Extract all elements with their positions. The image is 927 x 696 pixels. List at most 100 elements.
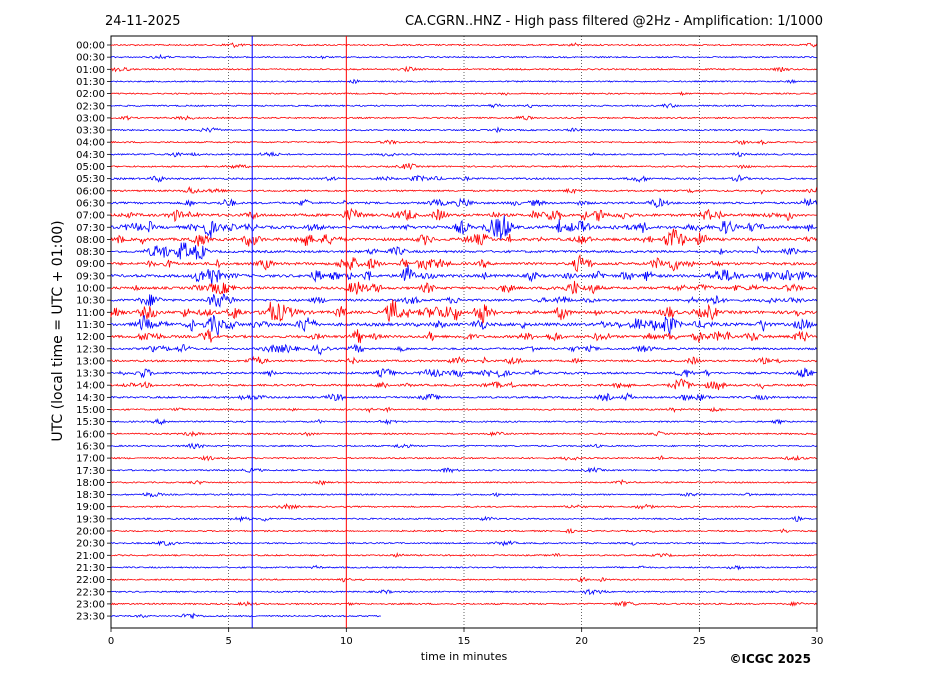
y-tick-label: 11:00 <box>76 308 105 319</box>
y-tick-label: 03:00 <box>76 113 105 124</box>
y-tick-label: 21:30 <box>76 563 105 574</box>
y-tick-label: 13:30 <box>76 369 105 380</box>
x-tick-label: 10 <box>340 636 353 647</box>
trace-row <box>110 454 817 462</box>
trace-row <box>110 186 817 195</box>
y-tick-label: 00:30 <box>76 53 105 64</box>
y-tick-label: 03:30 <box>76 126 105 137</box>
chart-title: CA.CGRN..HNZ - High pass filtered @2Hz -… <box>405 14 823 29</box>
trace-row <box>110 314 817 336</box>
y-tick-label: 14:30 <box>76 393 105 404</box>
trace-row <box>110 115 817 121</box>
trace-row <box>110 65 817 73</box>
y-tick-label: 10:30 <box>76 296 105 307</box>
y-tick-label: 02:30 <box>76 101 105 112</box>
y-tick-label: 23:30 <box>76 612 105 623</box>
trace-row <box>110 90 817 97</box>
y-tick-label: 16:30 <box>76 441 105 452</box>
trace-row <box>110 564 817 571</box>
trace-row <box>110 264 817 286</box>
trace-row <box>110 299 817 325</box>
y-tick-label: 08:00 <box>76 235 105 246</box>
y-tick-label: 15:00 <box>76 405 105 416</box>
y-tick-label: 20:30 <box>76 539 105 550</box>
trace-row <box>110 378 817 391</box>
trace-row <box>110 612 382 619</box>
y-tick-label: 08:30 <box>76 247 105 258</box>
date-label: 24-11-2025 <box>105 14 181 29</box>
y-tick-label: 15:30 <box>76 417 105 428</box>
y-tick-label: 19:30 <box>76 514 105 525</box>
trace-row <box>110 163 817 171</box>
y-tick-label: 09:30 <box>76 271 105 282</box>
trace-row <box>110 242 817 260</box>
marker-lines <box>251 36 347 628</box>
y-tick-label: 00:00 <box>76 41 105 52</box>
trace-row <box>110 539 817 547</box>
y-tick-label: 04:00 <box>76 138 105 149</box>
x-tick-label: 25 <box>693 636 706 647</box>
trace-row <box>110 406 817 414</box>
trace-row <box>110 343 817 356</box>
trace-row <box>110 151 817 158</box>
trace-row <box>110 478 817 486</box>
y-tick-label: 16:00 <box>76 429 105 440</box>
y-tick-label: 14:00 <box>76 381 105 392</box>
trace-row <box>110 417 817 426</box>
copyright-label: ©ICGC 2025 <box>729 652 811 666</box>
trace-row <box>110 139 817 146</box>
trace-row <box>110 355 817 365</box>
trace-row <box>110 53 817 60</box>
trace-row <box>110 328 817 344</box>
trace-row <box>110 207 817 223</box>
y-tick-label: 07:30 <box>76 223 105 234</box>
trace-row <box>110 600 817 607</box>
x-tick-label: 15 <box>458 636 471 647</box>
x-axis: 0 5 10 15 20 25 30 <box>108 628 823 647</box>
y-tick-label: 12:30 <box>76 344 105 355</box>
y-tick-label: 18:00 <box>76 478 105 489</box>
y-tick-label: 21:00 <box>76 551 105 562</box>
trace-row <box>110 78 817 85</box>
trace-row <box>110 103 817 109</box>
x-tick-label: 5 <box>225 636 231 647</box>
trace-row <box>110 215 817 240</box>
trace-row <box>110 367 817 379</box>
trace-row <box>110 42 817 49</box>
trace-row <box>110 466 817 474</box>
y-tick-label: 06:00 <box>76 186 105 197</box>
y-tick-label: 18:30 <box>76 490 105 501</box>
trace-row <box>110 126 817 134</box>
y-tick-label: 19:00 <box>76 502 105 513</box>
trace-row <box>110 588 817 596</box>
trace-row <box>110 174 817 183</box>
y-tick-label: 05:30 <box>76 174 105 185</box>
y-tick-label: 06:30 <box>76 198 105 209</box>
y-tick-label: 17:00 <box>76 454 105 465</box>
y-tick-label: 13:00 <box>76 356 105 367</box>
y-tick-label: 09:00 <box>76 259 105 270</box>
trace-row <box>110 491 817 498</box>
y-tick-label: 04:30 <box>76 150 105 161</box>
trace-row <box>110 293 817 308</box>
y-tick-label: 07:00 <box>76 211 105 222</box>
grid-lines <box>228 36 700 628</box>
y-tick-label: 20:00 <box>76 527 105 538</box>
y-tick-label: 11:30 <box>76 320 105 331</box>
trace-row <box>110 576 817 583</box>
trace-row <box>110 228 817 247</box>
x-axis-label: time in minutes <box>421 650 508 663</box>
y-tick-label: 22:00 <box>76 575 105 586</box>
y-tick-label: 01:30 <box>76 77 105 88</box>
trace-row <box>110 527 817 535</box>
trace-row <box>110 442 817 450</box>
y-tick-label: 01:00 <box>76 65 105 76</box>
y-tick-label: 23:00 <box>76 599 105 610</box>
y-axis-label: UTC (local time = UTC + 01:00) <box>50 220 66 441</box>
trace-row <box>110 551 817 558</box>
trace-row <box>110 253 817 273</box>
trace-row <box>110 503 817 510</box>
trace-row <box>110 197 817 209</box>
